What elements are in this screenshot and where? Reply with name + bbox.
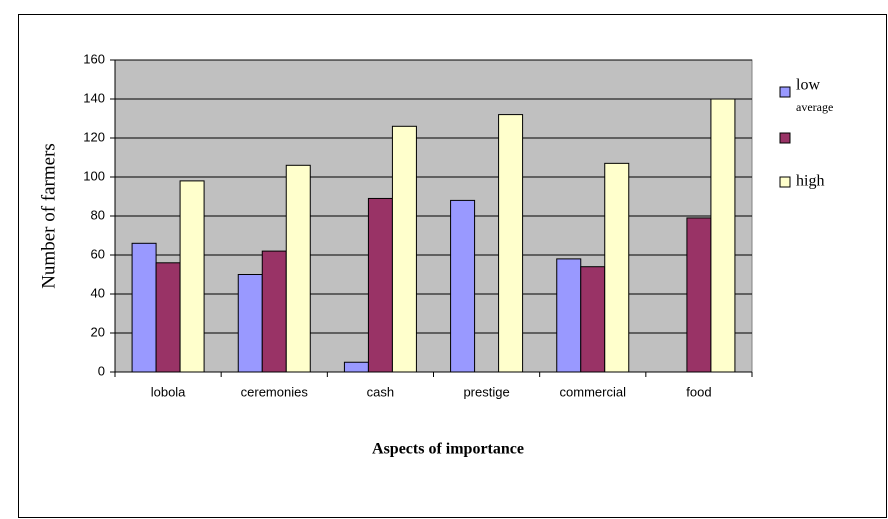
y-tick-label: 40 xyxy=(91,285,105,300)
y-tick-label: 60 xyxy=(91,246,105,261)
bar xyxy=(391,125,417,373)
bar xyxy=(686,217,712,373)
x-tick-label: prestige xyxy=(463,384,509,399)
legend-label: low xyxy=(796,77,820,94)
bar xyxy=(556,258,582,373)
legend-swatch xyxy=(779,132,791,144)
bar xyxy=(285,164,311,373)
bar xyxy=(710,98,736,373)
x-tick-label: food xyxy=(686,384,711,399)
y-tick-label: 120 xyxy=(83,129,105,144)
x-axis-title: Aspects of importance xyxy=(372,441,524,458)
x-tick-label: ceremonies xyxy=(241,384,309,399)
bar xyxy=(450,199,476,373)
y-tick-label: 160 xyxy=(83,51,105,66)
y-tick-label: 0 xyxy=(98,363,105,378)
bar xyxy=(604,162,630,373)
bar xyxy=(367,197,393,373)
bar xyxy=(155,262,181,373)
bar xyxy=(237,274,263,373)
y-tick-label: 20 xyxy=(91,324,105,339)
bar xyxy=(261,250,287,373)
legend-label: average xyxy=(796,100,833,114)
y-axis-title: Number of farmers xyxy=(38,143,59,289)
bar xyxy=(179,180,205,373)
x-tick-label: cash xyxy=(367,384,394,399)
y-tick-label: 100 xyxy=(83,168,105,183)
bar xyxy=(580,266,606,373)
bar xyxy=(343,361,369,373)
y-tick-label: 140 xyxy=(83,90,105,105)
legend-swatch xyxy=(779,176,791,188)
bar xyxy=(498,114,524,373)
legend-swatch xyxy=(779,86,791,98)
y-tick-label: 80 xyxy=(91,207,105,222)
x-tick-label: commercial xyxy=(560,384,627,399)
x-tick-label: lobola xyxy=(151,384,186,399)
legend-label: high xyxy=(796,173,824,190)
bar xyxy=(131,242,157,373)
